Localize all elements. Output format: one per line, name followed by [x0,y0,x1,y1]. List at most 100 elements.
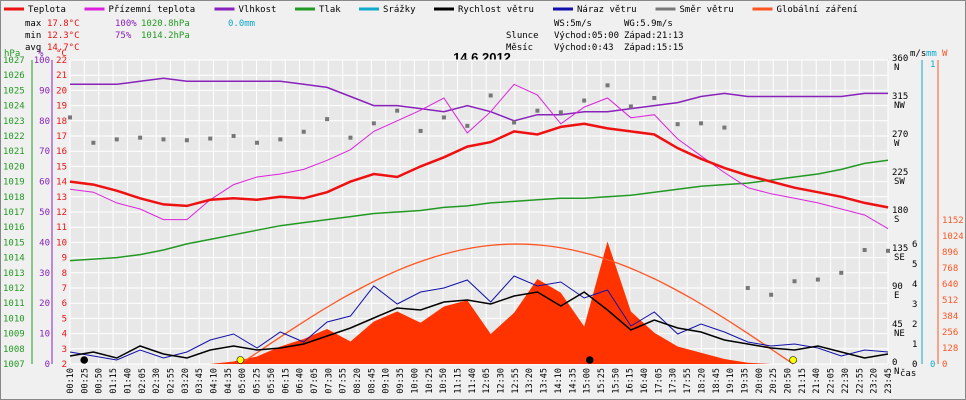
legend-label-6: Náraz větru [577,5,637,15]
axis-unit-pressure: hPa [4,49,20,59]
tick-rad-7: 896 [942,248,958,258]
direction-point-3 [138,135,143,140]
tick-pressure-18: 1025 [3,86,25,96]
tick-wind-3: 3 [912,300,917,310]
axis-unit-rain: mm [926,49,937,59]
tick-rain-0: 0 [930,360,935,370]
x-tick-3: 01:15 [109,368,119,394]
direction-point-31 [792,279,797,284]
info-moon-label: Měsíc [506,43,533,53]
info-moon-rise: Východ:0:43 [554,43,614,53]
tick-dir-name-4: S [894,215,899,225]
info-sun-rise: Východ:05:00 [554,31,619,41]
tick-humidity-6: 60 [39,178,50,188]
direction-point-21 [558,110,563,115]
x-tick-49: 20:25 [769,368,779,394]
tick-dir-deg-0: 0 [892,358,897,368]
tick-temp-16: 18 [56,117,67,127]
x-tick-52: 21:40 [812,368,822,394]
direction-point-13 [371,121,376,126]
tick-dir-name-0: N [894,367,899,377]
x-tick-9: 03:45 [195,368,205,394]
tick-wind-4: 4 [912,280,917,290]
x-tick-28: 11:40 [468,368,478,394]
x-tick-32: 13:20 [525,368,535,394]
info-sun-label: Slunce [506,31,539,41]
x-tick-18: 07:30 [324,368,334,394]
direction-point-6 [208,136,213,141]
tick-pressure-11: 1018 [3,193,25,203]
tick-rad-9: 1152 [942,216,964,226]
x-tick-51: 21:15 [798,368,808,394]
tick-temp-5: 7 [62,284,67,294]
stat-avg-label: avg [25,43,41,53]
direction-point-34 [862,248,867,252]
direction-point-1 [91,140,96,145]
tick-temp-18: 20 [56,86,67,96]
x-tick-29: 12:05 [482,368,492,394]
x-tick-35: 14:35 [568,368,578,394]
legend-label-3: Tlak [319,5,341,15]
x-tick-5: 02:05 [138,368,148,394]
x-tick-30: 12:30 [497,368,507,394]
tick-temp-7: 9 [62,254,67,264]
tick-pressure-6: 1013 [3,269,25,279]
x-tick-53: 22:05 [827,368,837,394]
x-tick-43: 17:55 [683,368,693,394]
tick-dir-name-7: NW [894,101,905,111]
tick-dir-name-1: NE [894,329,905,339]
direction-point-9 [278,137,283,142]
tick-temp-8: 10 [56,238,67,248]
tick-temp-9: 11 [56,223,67,233]
tick-temp-13: 15 [56,162,67,172]
axis-unit-humidity: % [38,49,44,59]
info-wg: WG:5.9m/s [624,19,673,29]
series-ground-temp [69,83,889,230]
tick-temp-12: 14 [56,178,67,188]
tick-temp-6: 8 [62,269,67,279]
tick-dir-deg-6: 270 [892,130,908,140]
tick-pressure-1: 1008 [3,345,25,355]
direction-point-5 [184,138,189,143]
direction-point-24 [628,104,633,109]
x-tick-8: 03:20 [181,368,191,394]
tick-wind-6: 6 [912,240,917,250]
tick-wind-2: 2 [912,320,917,330]
x-tick-24: 10:00 [410,368,420,394]
x-tick-4: 01:40 [123,368,133,394]
x-tick-55: 22:55 [855,368,865,394]
x-tick-39: 16:15 [626,368,636,394]
tick-dir-deg-8: 360 [892,54,908,64]
info-sun-set: Západ:21:13 [624,31,684,41]
tick-pressure-20: 1027 [3,56,25,66]
x-tick-36: 15:00 [583,368,593,394]
x-tick-56: 23:20 [870,368,880,394]
tick-wind-0: 0 [912,360,917,370]
axis-unit-wind: m/s [910,49,926,59]
direction-point-14 [395,108,400,113]
stat-min-temp: 12.3°C [47,31,80,41]
tick-pressure-2: 1009 [3,330,25,340]
series-pressure [69,159,889,262]
direction-point-2 [114,137,119,142]
x-tick-22: 09:10 [382,368,392,394]
stat-min-hum: 75% [115,31,132,41]
tick-pressure-16: 1023 [3,117,25,127]
x-tick-25: 10:25 [425,368,435,394]
tick-temp-2: 4 [62,330,67,340]
plot-area [68,59,890,365]
tick-pressure-10: 1017 [3,208,25,218]
x-tick-26: 10:50 [439,368,449,394]
direction-point-28 [722,125,727,130]
series-temperature [69,122,889,209]
tick-dir-name-8: N [894,63,899,73]
x-tick-33: 13:45 [540,368,550,394]
legend-label-8: Globální záření [777,5,858,15]
direction-point-23 [605,83,610,88]
tick-pressure-15: 1022 [3,132,25,142]
direction-point-20 [535,108,540,113]
tick-pressure-4: 1011 [3,299,25,309]
tick-temp-17: 19 [56,102,67,112]
tick-pressure-17: 1024 [3,102,25,112]
